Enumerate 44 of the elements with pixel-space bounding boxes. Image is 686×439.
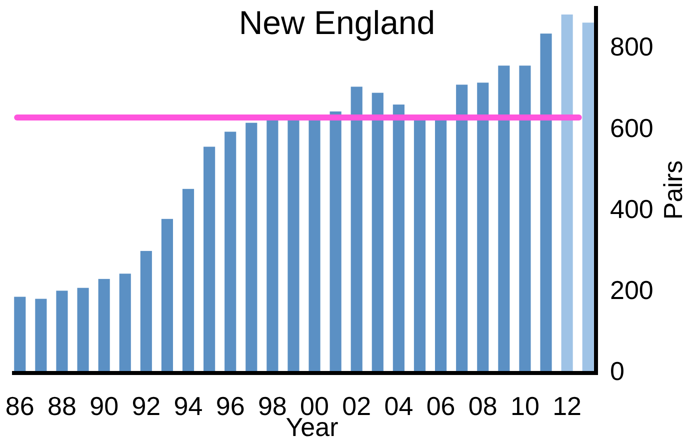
x-tick-label: 90 <box>90 391 119 421</box>
bar <box>182 188 194 371</box>
chart-title: New England <box>238 4 436 41</box>
y-tick-label: 0 <box>610 356 624 386</box>
bar <box>330 111 342 371</box>
x-tick-label: 94 <box>174 391 203 421</box>
bar <box>561 14 573 371</box>
x-tick-label: 92 <box>132 391 161 421</box>
bar <box>224 132 236 371</box>
bar <box>372 92 384 371</box>
bar <box>98 278 110 371</box>
y-tick-label: 200 <box>610 274 654 305</box>
bar <box>350 86 362 371</box>
x-tick-label: 06 <box>426 391 456 421</box>
bar <box>56 290 68 371</box>
bar <box>35 298 47 371</box>
x-tick-label: 12 <box>552 391 582 421</box>
bar <box>77 288 89 371</box>
bar <box>266 120 278 371</box>
x-tick-label: 08 <box>468 391 498 421</box>
bar <box>456 84 468 371</box>
y-axis-title: Pairs <box>658 160 686 220</box>
bar <box>246 122 258 371</box>
bar <box>288 120 300 371</box>
x-tick-label: 02 <box>342 391 372 421</box>
bar <box>204 146 216 371</box>
x-tick-label: 96 <box>216 391 245 421</box>
x-tick-label: 88 <box>48 391 76 421</box>
y-tick-label: 600 <box>610 112 654 143</box>
bar <box>519 66 531 371</box>
bar <box>498 66 510 371</box>
bar <box>14 296 26 371</box>
bar <box>540 34 552 371</box>
bar <box>140 250 152 371</box>
x-tick-label: 86 <box>5 391 34 421</box>
x-tick-label: 04 <box>384 391 414 421</box>
bar <box>477 82 489 371</box>
y-tick-label: 400 <box>610 194 654 224</box>
bar <box>161 218 173 371</box>
bar <box>119 274 131 371</box>
bar <box>392 104 404 371</box>
x-tick-label: 98 <box>258 391 287 421</box>
y-tick-label: 800 <box>610 32 654 62</box>
x-tick-label: 10 <box>510 391 540 421</box>
